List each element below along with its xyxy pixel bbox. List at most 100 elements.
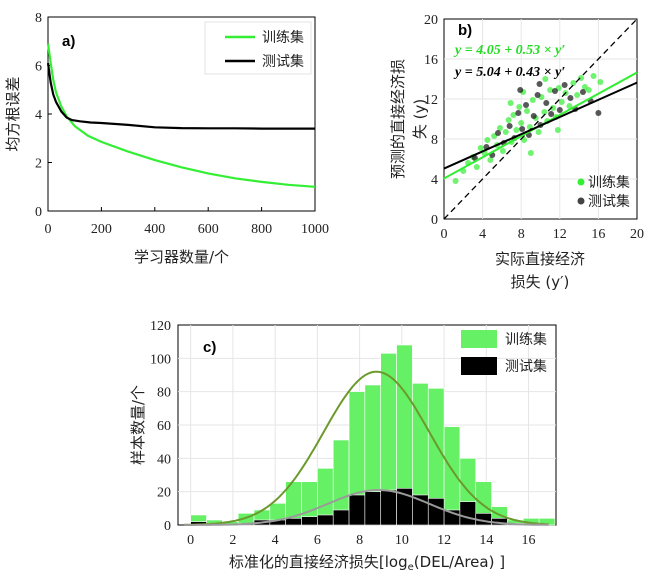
chart-a-series-train xyxy=(46,43,316,188)
chart-a-xtick-label: 400 xyxy=(144,222,165,237)
chart-a-legend-train: 训练集 xyxy=(262,29,304,46)
chart-b-point-train xyxy=(597,79,604,85)
chart-b-point-train xyxy=(484,137,491,143)
chart-c-legend: 训练集 测试集 xyxy=(461,330,547,375)
chart-b-legend-train: 训练集 xyxy=(588,174,630,191)
chart-a-xtick-label: 1000 xyxy=(301,222,329,237)
chart-a-lines xyxy=(46,43,316,188)
chart-c-bar-test xyxy=(332,509,350,526)
chart-a-ytick-label: 4 xyxy=(35,108,42,123)
chart-b-xtick-label: 4 xyxy=(479,227,486,242)
chart-c-ytick-label: 40 xyxy=(157,452,171,467)
chart-c-fit-test xyxy=(184,489,549,526)
chart-b-point-train xyxy=(477,145,484,151)
chart-a-series-test xyxy=(46,62,315,130)
chart-c-bar-test xyxy=(459,501,477,526)
chart-c-xlabel: 标准化的直接经济损失[loge(DEL/Area) ] xyxy=(229,553,505,573)
chart-b-point-train xyxy=(499,148,506,154)
chart-b-point-test xyxy=(495,130,502,136)
chart-b-point-train xyxy=(550,105,557,111)
chart-c-ytick-label: 100 xyxy=(150,352,171,367)
chart-b-point-train xyxy=(535,129,542,135)
chart-b-xlabel-line1: 实际直接经济 xyxy=(495,250,585,268)
chart-c-ticks: 0 2 4 6 8 10 12 14 16 0 20 40 60 80 100 120 xyxy=(150,319,536,548)
chart-c-bar-test xyxy=(317,514,334,526)
chart-a-ytick-label: 6 xyxy=(35,60,42,75)
chart-b-ytick-label: 12 xyxy=(424,93,438,108)
chart-b-legend-test: 测试集 xyxy=(588,193,630,210)
chart-b-identity-line xyxy=(443,18,638,220)
chart-a-xlabel: 学习器数量/个 xyxy=(134,248,229,266)
chart-b-panel-label: b) xyxy=(458,22,472,39)
chart-c-bar-test xyxy=(380,489,397,526)
chart-c-bar-test xyxy=(348,494,366,526)
chart-b-point-test xyxy=(530,113,537,119)
chart-b-point-train xyxy=(502,129,509,135)
chart-c-panel-label: c) xyxy=(203,339,216,356)
chart-b-ticks: 0 4 8 12 16 20 0 4 8 12 16 20 xyxy=(424,13,644,242)
chart-b-point-test xyxy=(534,92,541,98)
chart-c-xlabel-sub: e xyxy=(408,562,414,573)
chart-c-bar-test xyxy=(285,518,302,526)
chart-a-ytick-label: 2 xyxy=(35,157,42,172)
chart-b-point-train xyxy=(473,164,480,170)
chart-c-xtick-label: 16 xyxy=(522,533,536,548)
chart-b-equation-test: y = 5.04 + 0.43 × y′ xyxy=(453,65,565,80)
chart-a-xtick-label: 600 xyxy=(198,222,219,237)
chart-b-xlabel-line2: 损失 (y′) xyxy=(511,273,570,291)
chart-c-ytick-label: 80 xyxy=(157,386,171,401)
chart-b-point-train xyxy=(496,125,503,131)
chart-b-point-train xyxy=(523,108,530,114)
chart-c-ytick-label: 0 xyxy=(164,519,171,534)
chart-b-point-train xyxy=(542,76,549,82)
chart-c-xtick-label: 0 xyxy=(187,533,194,548)
chart-b-point-test xyxy=(523,102,530,108)
chart-b-fits xyxy=(443,18,638,220)
chart-c-xtick-label: 10 xyxy=(395,533,409,548)
chart-b-point-train xyxy=(574,92,581,98)
chart-a-ylabel: 均方根误差 xyxy=(4,76,22,151)
chart-b-legend-marker-train xyxy=(577,178,585,186)
chart-c-bar-test xyxy=(364,491,382,526)
chart-a-ticks: 0 200 400 600 800 1000 0 2 4 6 8 xyxy=(35,11,329,237)
chart-c-xlabel-prefix: 标准化的直接经济损失[log xyxy=(229,553,408,571)
chart-a-xtick-label: 200 xyxy=(91,222,112,237)
chart-b-point-test xyxy=(517,87,524,93)
chart-c-bar-test xyxy=(427,498,445,526)
chart-b-point-train xyxy=(554,127,561,133)
chart-c-legend-test: 测试集 xyxy=(505,358,547,375)
chart-a-legend-box xyxy=(204,21,312,75)
chart-c-fit-train xyxy=(184,370,549,526)
chart-c-xlabel-suffix: (DEL/Area) ] xyxy=(414,553,505,571)
chart-a-xtick-label: 800 xyxy=(251,222,272,237)
chart-b-fit-test xyxy=(443,81,638,170)
chart-b-point-test xyxy=(536,81,543,87)
chart-b-ytick-label: 16 xyxy=(424,53,438,68)
chart-b-xtick-label: 20 xyxy=(630,227,644,242)
chart-b-ytick-label: 8 xyxy=(431,133,438,148)
chart-a-ytick-label: 8 xyxy=(35,11,42,26)
chart-b-ytick-label: 20 xyxy=(424,13,438,28)
chart-b-point-train xyxy=(452,178,459,184)
chart-c-xtick-label: 12 xyxy=(437,533,451,548)
chart-b-point-train xyxy=(518,120,525,126)
chart-a-panel-label: a) xyxy=(62,33,75,50)
chart-b-point-train xyxy=(558,99,565,105)
chart-b-ytick-label: 4 xyxy=(431,173,438,188)
chart-b-point-train xyxy=(527,150,534,156)
chart-b-point-test xyxy=(548,111,555,117)
chart-b-point-test xyxy=(506,123,513,129)
chart-b: 0 4 8 12 16 20 0 4 8 12 16 20 b) y = 4.05 + 0.53 × … xyxy=(389,13,644,291)
chart-b-point-train xyxy=(547,87,554,93)
chart-b-point-train xyxy=(505,117,512,123)
chart-b-point-train xyxy=(529,97,536,103)
chart-b-point-train xyxy=(507,100,514,106)
chart-b-point-train xyxy=(516,104,523,110)
chart-b-xtick-label: 8 xyxy=(518,227,525,242)
chart-b-point-test xyxy=(561,82,568,88)
chart-b-point-train xyxy=(585,87,592,93)
chart-a-xtick-label: 0 xyxy=(45,222,52,237)
chart-b-point-train xyxy=(541,109,548,115)
